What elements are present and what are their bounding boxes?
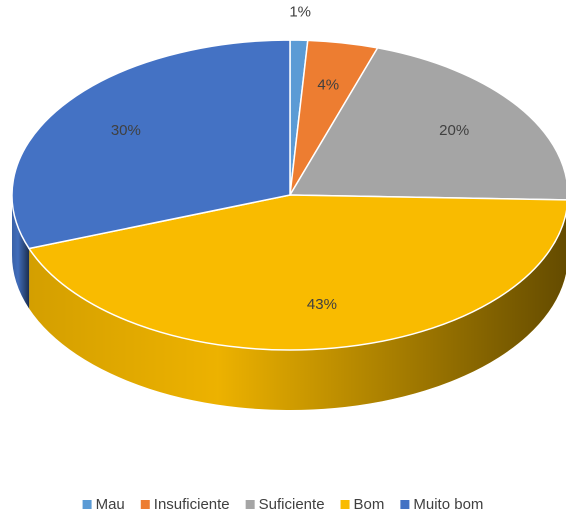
slice-side-shade bbox=[29, 213, 566, 410]
legend-marker bbox=[245, 500, 255, 509]
legend-marker bbox=[340, 500, 350, 509]
slice bbox=[288, 47, 566, 201]
legend-marker bbox=[400, 500, 410, 509]
slice bbox=[11, 39, 291, 250]
slice bbox=[27, 194, 566, 351]
legend-label: Bom bbox=[354, 496, 385, 513]
legend-label: Insuficiente bbox=[154, 496, 230, 513]
legend-marker bbox=[140, 500, 150, 509]
data-label: 1% bbox=[289, 3, 311, 20]
legend: Mau Insuficiente Suficiente Bom Muito bom bbox=[82, 496, 483, 513]
legend-marker bbox=[82, 500, 92, 509]
data-label: 4% bbox=[317, 76, 339, 93]
data-label: 43% bbox=[307, 296, 337, 313]
data-label: 20% bbox=[439, 122, 469, 139]
legend-label: Mau bbox=[96, 496, 125, 513]
data-label: 30% bbox=[111, 122, 141, 139]
legend-label: Suficiente bbox=[259, 496, 325, 513]
legend-label: Muito bom bbox=[413, 496, 483, 513]
